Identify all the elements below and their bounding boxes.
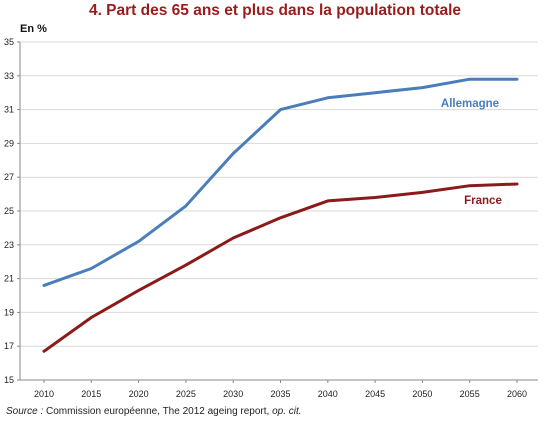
- source-note: Source : Commission européenne, The 2012…: [6, 406, 302, 417]
- x-tick-label: 2045: [365, 389, 385, 399]
- x-tick-label: 2010: [34, 389, 54, 399]
- x-tick-labels: 2010 2015 2020 2025 2030 2035 2040 2045 2050 2055…: [34, 389, 527, 399]
- y-tick-label: 23: [4, 240, 14, 250]
- y-tick-label: 17: [4, 341, 14, 351]
- x-tick-label: 2030: [223, 389, 243, 399]
- series-line-france: [42, 182, 519, 353]
- y-tick-label: 31: [4, 105, 14, 115]
- y-tick-label: 33: [4, 71, 14, 81]
- x-tick-label: 2020: [129, 389, 149, 399]
- x-tick-label: 2050: [412, 389, 432, 399]
- source-ref: op. cit.: [272, 406, 302, 417]
- x-tick-label: 2025: [176, 389, 196, 399]
- chart-title: 4. Part des 65 ans et plus dans la popul…: [88, 2, 462, 19]
- series-labels: Allemagne France: [441, 98, 502, 207]
- x-tick-label: 2015: [81, 389, 101, 399]
- series-lines: [42, 77, 519, 353]
- axes: [17, 41, 538, 383]
- y-tick-label: 29: [4, 138, 14, 148]
- source-text: Commission européenne, The 2012 ageing r…: [43, 406, 273, 417]
- series-label-allemagne: Allemagne: [441, 98, 499, 110]
- y-tick-label: 35: [4, 37, 14, 47]
- y-tick-label: 25: [4, 206, 14, 216]
- y-tick-labels: 15 17 19 21 23 25 27 29 31 33 35: [4, 37, 14, 385]
- y-tick-label: 19: [4, 307, 14, 317]
- y-axis-label: En %: [20, 23, 47, 35]
- series-line-allemagne: [42, 77, 519, 287]
- y-tick-label: 21: [4, 274, 14, 284]
- x-tick-label: 2040: [318, 389, 338, 399]
- x-tick-label: 2055: [460, 389, 480, 399]
- source-label: Source :: [6, 406, 44, 417]
- y-tick-label: 15: [4, 375, 14, 385]
- y-tick-label: 27: [4, 172, 14, 182]
- series-label-france: France: [464, 195, 502, 207]
- x-tick-label: 2035: [270, 389, 290, 399]
- gridlines: [20, 41, 538, 347]
- x-tick-label: 2060: [507, 389, 527, 399]
